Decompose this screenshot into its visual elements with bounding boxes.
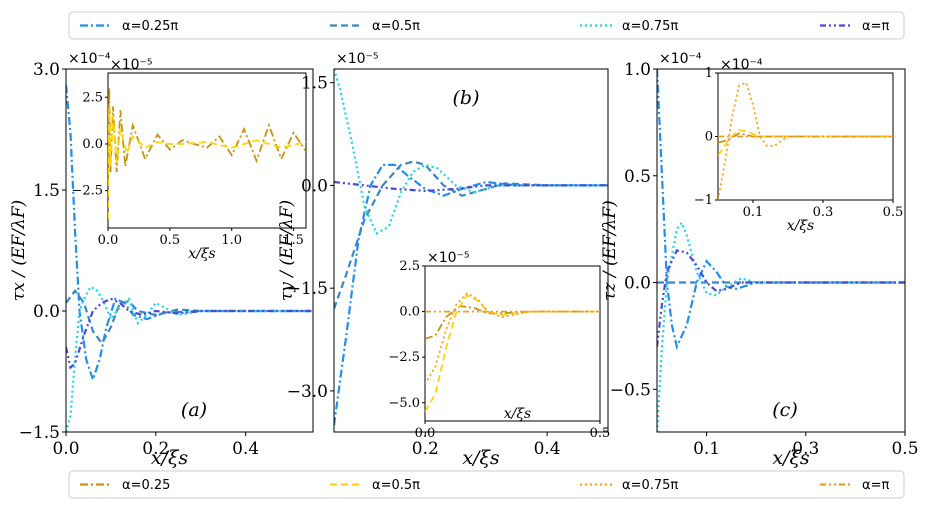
inset-axis-multiplier: ×10⁻⁴ [720, 57, 763, 73]
axis-multiplier: ×10⁻⁵ [336, 51, 379, 67]
legend-bottom-frame [68, 470, 905, 499]
panel-a-series [66, 84, 313, 432]
series-line-b-3 [334, 180, 608, 193]
y-axis-label: τz / (EF/λF) [600, 200, 620, 301]
legend-bottom: α=0.25 α=0.5π α=0.75π α=π [68, 470, 905, 499]
x-tick-label: 0.1 [693, 439, 720, 459]
legend-label: α=0.25π [122, 19, 178, 34]
legend-label: α=0.75π [622, 19, 678, 34]
axis-multiplier: ×10⁻⁴ [659, 51, 702, 67]
x-axis-label: x/ξs [772, 447, 810, 469]
x-tick-label: 0.5 [891, 439, 918, 459]
legend-label: α=0.25 [122, 478, 170, 493]
y-tick-label: 1.5 [301, 74, 328, 94]
legend-label: α=0.5π [372, 478, 420, 493]
panel-c-series [657, 69, 905, 432]
series-line-a-3 [66, 297, 313, 370]
inset-x-tick-label: 1.0 [221, 233, 242, 248]
x-tick-label: 0.4 [534, 439, 561, 459]
inset-x-tick-label: 0.1 [743, 205, 764, 220]
inset-x-axis-label: x/ξs [188, 246, 216, 262]
inset-x-tick-label: 0.0 [98, 233, 119, 248]
y-tick-label: −3.0 [287, 382, 328, 402]
inset-y-tick-label: 1 [705, 66, 713, 81]
y-tick-label: 0.0 [33, 302, 60, 322]
inset-axis-multiplier: ×10⁻⁵ [110, 57, 153, 73]
y-axis-label: τx / (EF/λF) [9, 200, 29, 301]
legend-label: α=0.75π [622, 478, 678, 493]
panel-b-series [334, 69, 608, 426]
panel-annotation: (c) [772, 399, 797, 421]
inset-y-tick-label: −2.5 [388, 350, 420, 365]
inset-y-tick-label: 0.0 [82, 137, 103, 152]
inset-frame [107, 72, 307, 229]
panel-c-frame [656, 68, 906, 433]
inset-y-tick-label: −5.0 [388, 396, 420, 411]
inset-y-tick-label: 0 [705, 130, 713, 145]
inset-x-axis-label: x/ξs [504, 406, 532, 422]
inset-series-line-b-0 [425, 305, 600, 340]
panel-annotation: (a) [181, 399, 207, 421]
inset-series-line-b-1 [425, 294, 600, 413]
x-tick-label: 0.3 [792, 439, 819, 459]
panel-b-inset: 0.0 0.5 −5.0 −2.5 0.0 2.5 ×10⁻⁵ x/ξs [388, 250, 610, 441]
x-tick-label: 0.2 [412, 439, 439, 459]
inset-x-tick-label: 0.5 [590, 426, 611, 441]
y-tick-label: 0.5 [624, 167, 651, 187]
inset-series-line-c-2 [718, 81, 893, 200]
panel-b-frame [333, 68, 609, 433]
series-line-a-2 [66, 285, 313, 432]
legend-label: α=π [862, 19, 889, 34]
panel-c: 0.1 0.3 0.5 −0.5 0.0 0.5 1.0 ×10⁻⁴ x/ξs τz / (EF/… [600, 51, 919, 469]
y-tick-label: 1.5 [33, 181, 60, 201]
panel-a-inset: 0.0 0.5 1.0 1.5 −2.5 0.0 2.5 ×10⁻⁵ x/ξs [71, 57, 307, 262]
inset-x-tick-label: 1.5 [283, 233, 304, 248]
y-tick-label: 0.0 [301, 176, 328, 196]
inset-x-tick-label: 0.0 [415, 426, 436, 441]
legend-top: α=0.25π α=0.5π α=0.75π α=π [68, 11, 905, 40]
legend-top-frame [68, 11, 905, 40]
x-axis-label: x/ξs [151, 447, 189, 469]
inset-axis-multiplier: ×10⁻⁵ [427, 250, 470, 266]
legend-label: α=π [862, 478, 889, 493]
legend-label: α=0.5π [372, 19, 420, 34]
x-tick-label: 0.4 [232, 439, 259, 459]
inset-frame [424, 265, 601, 422]
y-tick-label: −1.5 [19, 423, 60, 443]
x-tick-label: 0.0 [52, 439, 79, 459]
inset-y-tick-label: 2.5 [399, 259, 420, 274]
y-tick-label: 1.0 [624, 60, 651, 80]
y-axis-label: τy / (EF/λF) [277, 200, 297, 301]
series-line-c-3 [657, 249, 905, 347]
inset-x-tick-label: 0.5 [883, 205, 904, 220]
inset-y-tick-label: 0.0 [399, 305, 420, 320]
series-line-b-1 [334, 160, 608, 310]
panel-c-inset: 0.1 0.3 0.5 −1 0 1 ×10⁻⁴ x/ξs [694, 57, 904, 234]
y-tick-label: 0.0 [624, 274, 651, 294]
y-tick-label: −1.5 [287, 279, 328, 299]
y-tick-label: −0.5 [610, 380, 651, 400]
inset-x-axis-label: x/ξs [787, 218, 815, 234]
x-axis-label: x/ξs [462, 447, 500, 469]
inset-x-tick-label: 0.5 [160, 233, 181, 248]
panel-annotation: (b) [453, 87, 480, 109]
inset-x-tick-label: 0.3 [813, 205, 834, 220]
inset-y-tick-label: −1 [694, 193, 713, 208]
inset-y-tick-label: 2.5 [82, 90, 103, 105]
x-tick-label: 0.2 [142, 439, 169, 459]
axis-multiplier: ×10⁻⁴ [68, 51, 111, 67]
inset-y-tick-label: −2.5 [71, 184, 103, 199]
panel-b: 0.2 0.4 −3.0 −1.5 0.0 1.5 ×10⁻⁵ x/ξs τy / (EF/λF… [277, 51, 610, 469]
y-tick-label: 3.0 [33, 60, 60, 80]
panel-a-frame [65, 68, 314, 433]
